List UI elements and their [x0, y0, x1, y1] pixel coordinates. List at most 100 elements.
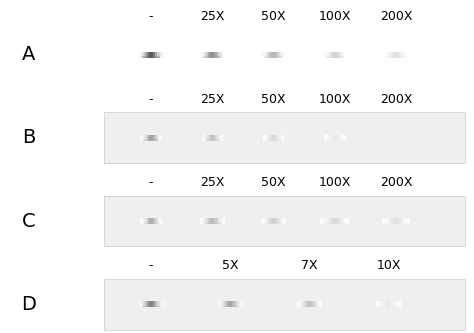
- Bar: [142, 56, 160, 58]
- Bar: [320, 301, 322, 307]
- Bar: [214, 218, 217, 224]
- Bar: [265, 58, 283, 59]
- Bar: [208, 52, 210, 58]
- Bar: [326, 135, 328, 141]
- Text: 100X: 100X: [319, 93, 351, 106]
- FancyBboxPatch shape: [104, 113, 465, 163]
- Bar: [337, 52, 339, 58]
- Bar: [221, 308, 239, 309]
- Bar: [265, 54, 283, 56]
- Bar: [142, 304, 160, 305]
- Bar: [325, 221, 345, 222]
- Bar: [326, 56, 344, 58]
- Bar: [396, 52, 398, 58]
- Bar: [330, 218, 332, 224]
- Bar: [203, 224, 221, 226]
- Bar: [156, 218, 158, 224]
- Bar: [320, 218, 323, 224]
- Bar: [301, 304, 319, 305]
- Bar: [266, 139, 281, 141]
- Bar: [149, 301, 151, 307]
- Text: B: B: [22, 128, 35, 147]
- Bar: [147, 218, 149, 224]
- Bar: [387, 58, 405, 59]
- Bar: [325, 222, 345, 224]
- Bar: [301, 306, 319, 307]
- Bar: [343, 52, 346, 58]
- Bar: [221, 304, 239, 305]
- Bar: [345, 218, 347, 224]
- Bar: [142, 218, 144, 224]
- Bar: [265, 218, 267, 224]
- Bar: [400, 52, 402, 58]
- Bar: [322, 52, 324, 58]
- Bar: [387, 54, 405, 56]
- Bar: [328, 52, 331, 58]
- Bar: [142, 308, 160, 309]
- Bar: [205, 141, 220, 143]
- Bar: [144, 138, 159, 139]
- Text: -: -: [149, 176, 154, 189]
- Bar: [143, 52, 145, 58]
- Bar: [221, 52, 223, 58]
- Bar: [380, 306, 398, 307]
- Bar: [347, 218, 349, 224]
- Bar: [219, 218, 221, 224]
- Bar: [265, 222, 283, 224]
- Bar: [398, 52, 400, 58]
- Bar: [210, 135, 212, 141]
- Bar: [202, 218, 204, 224]
- Bar: [160, 301, 162, 307]
- Bar: [328, 135, 329, 141]
- Bar: [160, 52, 162, 58]
- Bar: [239, 301, 241, 307]
- Bar: [153, 301, 155, 307]
- Text: 5X: 5X: [222, 259, 239, 272]
- Bar: [325, 218, 328, 224]
- Bar: [394, 52, 396, 58]
- Bar: [267, 218, 269, 224]
- Bar: [327, 52, 328, 58]
- Bar: [342, 218, 345, 224]
- Bar: [314, 301, 316, 307]
- Bar: [280, 52, 282, 58]
- Bar: [146, 218, 147, 224]
- Bar: [380, 308, 398, 309]
- Bar: [392, 52, 394, 58]
- Bar: [155, 301, 157, 307]
- Bar: [339, 52, 341, 58]
- Bar: [270, 135, 272, 141]
- Bar: [337, 218, 340, 224]
- Bar: [268, 135, 270, 141]
- Bar: [153, 218, 155, 224]
- Bar: [389, 218, 391, 224]
- Bar: [272, 52, 273, 58]
- Bar: [388, 52, 390, 58]
- Bar: [203, 135, 205, 141]
- Bar: [400, 301, 401, 307]
- Bar: [316, 301, 318, 307]
- Bar: [209, 135, 210, 141]
- Bar: [335, 52, 337, 58]
- Bar: [305, 301, 308, 307]
- Bar: [329, 135, 331, 141]
- Bar: [324, 52, 327, 58]
- Bar: [266, 141, 281, 143]
- Bar: [282, 52, 284, 58]
- Bar: [203, 222, 221, 224]
- Bar: [265, 224, 283, 226]
- Bar: [140, 218, 142, 224]
- Bar: [144, 224, 159, 226]
- Bar: [142, 54, 160, 56]
- Bar: [312, 301, 314, 307]
- Bar: [206, 218, 208, 224]
- Text: D: D: [21, 295, 36, 314]
- Text: 50X: 50X: [261, 93, 286, 106]
- Bar: [273, 52, 276, 58]
- Bar: [144, 139, 159, 141]
- Text: 10X: 10X: [377, 259, 401, 272]
- Bar: [155, 52, 157, 58]
- Bar: [387, 56, 405, 58]
- Text: 7X: 7X: [301, 259, 318, 272]
- Bar: [223, 52, 225, 58]
